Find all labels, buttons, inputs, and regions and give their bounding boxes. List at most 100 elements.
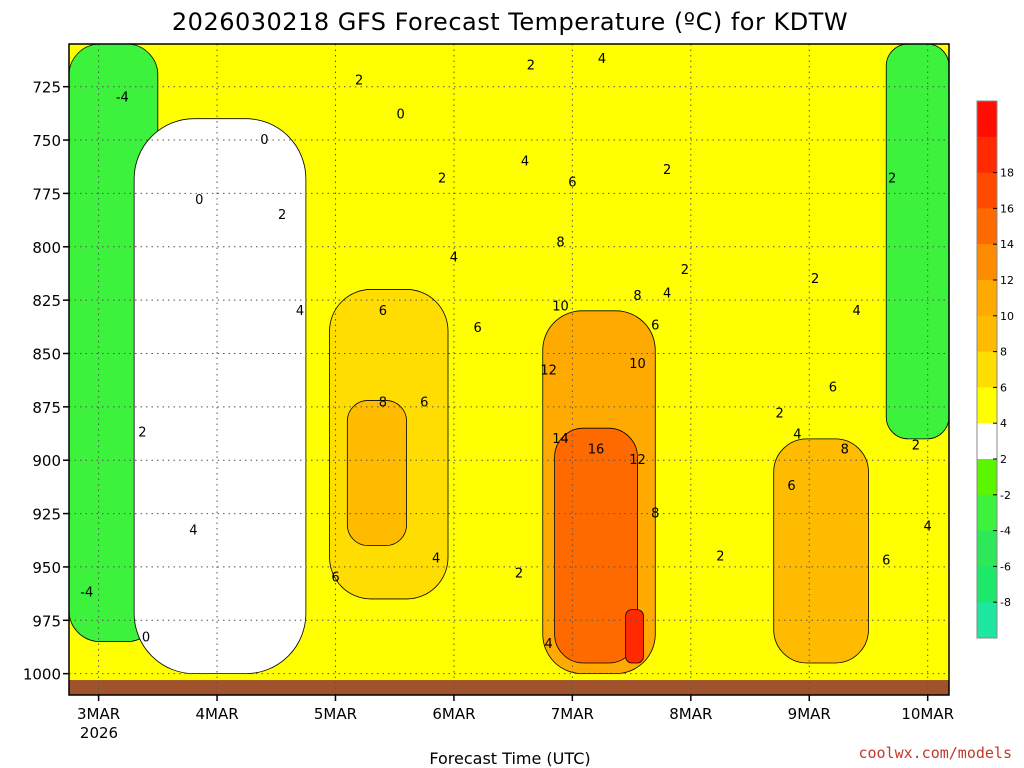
contour-label: 2	[811, 272, 819, 287]
contour-labels: -4-4000022222222222224444444444466666666…	[80, 52, 932, 652]
colorbar-tick-label: 6	[1000, 381, 1007, 394]
colorbar-swatch	[977, 101, 997, 138]
credit-text: coolwx.com/models	[858, 744, 1012, 762]
contour-label: 2	[681, 263, 689, 278]
colorbar-swatch	[977, 172, 997, 209]
x-tick-label: 3MAR	[77, 705, 120, 723]
contour-label: 2	[138, 425, 146, 440]
x-tick-label: 8MAR	[669, 705, 712, 723]
y-tick-label: 950	[32, 559, 61, 577]
gridlines	[69, 44, 949, 695]
x-tick-label: 9MAR	[788, 705, 831, 723]
y-tick-label: 825	[32, 292, 61, 310]
y-tick-label: 800	[32, 239, 61, 257]
colorbar-swatch	[977, 494, 997, 532]
contour-label: 6	[379, 304, 387, 319]
contour-label: 4	[432, 551, 440, 566]
y-tick-label: 775	[32, 185, 61, 203]
contour-label: 12	[540, 364, 557, 379]
colorbar-swatch	[977, 459, 997, 496]
contour-label: 4	[793, 428, 801, 443]
contour-label: -4	[80, 586, 93, 601]
temperature-region-warm-day7-core	[554, 427, 638, 664]
colorbar-legend: -8 -6 -4 -2 2 4 6 8 10 12 14 16 18	[976, 100, 1014, 639]
y-axis: 725 750 775 800 825 850 875 900 925 950 975 1000	[23, 79, 69, 684]
colorbar-tick-label: -4	[1000, 525, 1011, 538]
contour-label: 2	[278, 208, 286, 223]
colorbar-swatch	[977, 530, 997, 567]
contour-label: 2	[663, 163, 671, 178]
contour-label: 4	[545, 637, 553, 652]
colorbar-tick-label: -2	[1000, 489, 1011, 502]
contour-label: 6	[331, 571, 339, 586]
y-tick-label: 900	[32, 452, 61, 470]
contour-label: 16	[588, 443, 605, 458]
contour-label: 10	[552, 300, 569, 315]
x-tick-label: 4MAR	[195, 705, 238, 723]
contour-label: 10	[629, 357, 646, 372]
contour-label: 4	[924, 519, 932, 534]
contour-label: -4	[116, 90, 129, 105]
colorbar-tick-label: 4	[1000, 417, 1007, 430]
colorbar-swatch	[977, 387, 997, 424]
contour-label: 6	[787, 479, 795, 494]
temperature-region-warm-day9	[773, 438, 869, 664]
contour-label: 2	[515, 566, 523, 581]
contour-label: 2	[438, 171, 446, 186]
colorbar-tick-label: 14	[1000, 238, 1014, 251]
contour-label: 4	[521, 154, 529, 169]
ground-surface	[69, 680, 949, 695]
x-tick-label: 6MAR	[432, 705, 475, 723]
contour-label: 6	[829, 381, 837, 396]
y-tick-label: 725	[32, 79, 61, 97]
contour-label: 2	[912, 438, 920, 453]
colorbar-tick-label: -8	[1000, 596, 1011, 609]
contour-label: 8	[651, 507, 659, 522]
x-axis-label: Forecast Time (UTC)	[429, 749, 590, 768]
contour-label: 2	[355, 73, 363, 88]
contour-label: 4	[852, 304, 860, 319]
x-tick-label: 10MAR	[901, 705, 954, 723]
contour-label: 0	[396, 107, 404, 122]
y-tick-label: 925	[32, 506, 61, 524]
contour-label: 8	[841, 443, 849, 458]
contour-label: 14	[552, 432, 569, 447]
contour-label: 2	[888, 171, 896, 186]
contour-label: 8	[633, 289, 641, 304]
x-tick-year: 2026	[80, 724, 118, 742]
contour-label: 8	[379, 396, 387, 411]
colorbar-swatch	[977, 423, 997, 460]
x-tick-label: 5MAR	[314, 705, 357, 723]
temperature-region-above0-early	[133, 118, 307, 675]
temperature-region-cold-right	[885, 44, 949, 440]
y-tick-label: 975	[32, 612, 61, 630]
contour-label: 6	[651, 319, 659, 334]
colorbar-tick-label: 18	[1000, 167, 1014, 180]
plot-area	[69, 44, 949, 695]
contour-label: 4	[450, 250, 458, 265]
x-tick-label: 7MAR	[551, 705, 594, 723]
colorbar-tick-label: 8	[1000, 346, 1007, 359]
y-tick-label: 750	[32, 132, 61, 150]
contour-label: 6	[882, 554, 890, 569]
colorbar-swatch	[977, 136, 997, 174]
contour-label: 4	[189, 524, 197, 539]
contour-label: 6	[568, 176, 576, 191]
y-tick-label: 1000	[23, 666, 61, 684]
x-axis: 3MAR 4MAR 5MAR 6MAR 7MAR 8MAR 9MAR 10MAR	[77, 695, 954, 723]
contour-label: 12	[629, 453, 646, 468]
colorbar-tick-label: 10	[1000, 310, 1014, 323]
plot-frame	[68, 43, 950, 696]
colorbar-swatch	[977, 602, 997, 639]
colorbar-swatch	[977, 244, 997, 281]
colorbar-swatch	[977, 315, 997, 353]
contour-label: 0	[260, 133, 268, 148]
colorbar-tick-label: 16	[1000, 202, 1014, 215]
colorbar-swatch	[977, 351, 997, 388]
colorbar-tick-label: 12	[1000, 274, 1014, 287]
colorbar-swatch	[977, 280, 997, 317]
y-tick-label: 850	[32, 345, 61, 363]
contour-label: 8	[556, 236, 564, 251]
contour-label: 2	[527, 58, 535, 73]
contour-label: 4	[296, 304, 304, 319]
